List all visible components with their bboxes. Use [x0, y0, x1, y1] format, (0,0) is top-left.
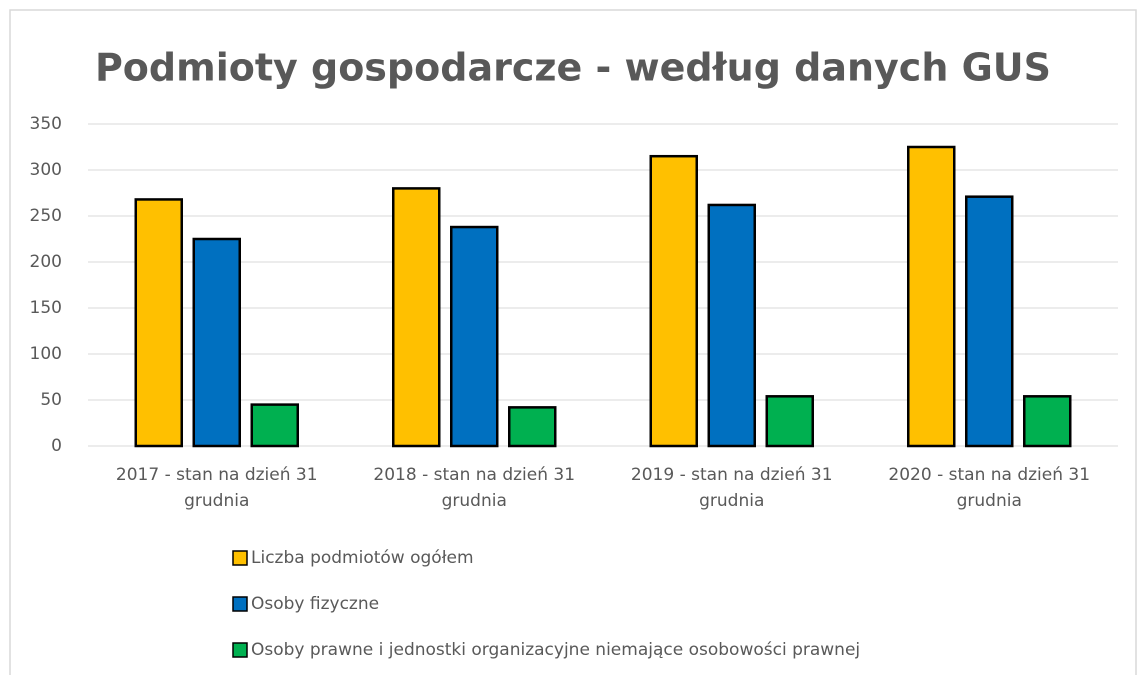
legend-swatch [232, 596, 248, 612]
legend-swatch [232, 550, 248, 566]
bar [392, 187, 441, 448]
y-tick-label: 100 [30, 344, 62, 364]
bar [649, 154, 698, 448]
bar [907, 145, 956, 448]
legend-label: Osoby fizyczne [251, 594, 379, 614]
y-tick-label: 50 [40, 390, 62, 410]
chart-title: Podmioty gospodarcze - według danych GUS [95, 46, 1051, 90]
y-tick-label: 200 [30, 252, 62, 272]
x-tick-label: 2018 - stan na dzień 31 grudnia [373, 465, 576, 511]
bar [765, 395, 814, 448]
y-tick-label: 350 [30, 114, 62, 134]
x-tick-label: 2019 - stan na dzień 31 grudnia [630, 465, 833, 511]
x-tick-label: 2020 - stan na dzień 31 grudnia [888, 465, 1091, 511]
bar [707, 203, 756, 448]
y-tick-label: 0 [51, 436, 62, 456]
bar [508, 406, 557, 448]
y-tick-label: 300 [30, 160, 62, 180]
legend-label: Osoby prawne i jednostki organizacyjne n… [251, 640, 860, 660]
bar [192, 237, 241, 448]
bar [134, 198, 183, 448]
y-tick-label: 150 [30, 298, 62, 318]
bar [1023, 395, 1072, 448]
legend-swatch [232, 642, 248, 658]
y-tick-label: 250 [30, 206, 62, 226]
x-tick-label: 2017 - stan na dzień 31 grudnia [115, 465, 318, 511]
legend-label: Liczba podmiotów ogółem [251, 548, 474, 568]
bar [965, 195, 1014, 448]
bar [450, 225, 499, 448]
bar [250, 403, 299, 448]
chart-border [9, 9, 1137, 675]
